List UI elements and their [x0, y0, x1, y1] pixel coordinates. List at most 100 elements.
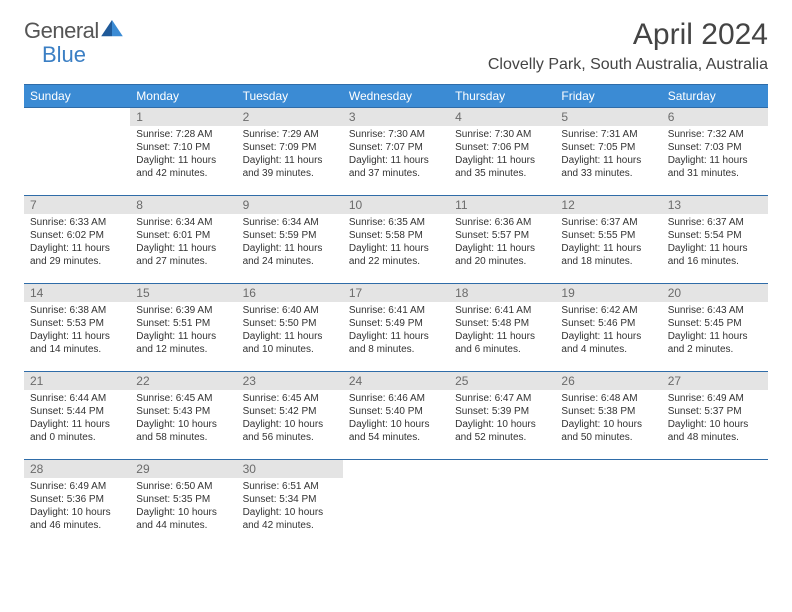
sunset-text: Sunset: 5:59 PM [243, 229, 337, 242]
day-content: Sunrise: 6:41 AMSunset: 5:48 PMDaylight:… [449, 302, 555, 360]
day-content: Sunrise: 6:41 AMSunset: 5:49 PMDaylight:… [343, 302, 449, 360]
sunrise-text: Sunrise: 7:28 AM [136, 128, 230, 141]
weekday-saturday: Saturday [662, 85, 768, 108]
sunset-text: Sunset: 5:39 PM [455, 405, 549, 418]
calendar-cell [662, 460, 768, 548]
daylight-text: Daylight: 11 hours and 33 minutes. [561, 154, 655, 180]
sunrise-text: Sunrise: 6:39 AM [136, 304, 230, 317]
calendar-cell: 16Sunrise: 6:40 AMSunset: 5:50 PMDayligh… [237, 284, 343, 372]
day-number: 16 [237, 284, 343, 302]
day-content: Sunrise: 6:40 AMSunset: 5:50 PMDaylight:… [237, 302, 343, 360]
daylight-text: Daylight: 11 hours and 6 minutes. [455, 330, 549, 356]
calendar-body: 1Sunrise: 7:28 AMSunset: 7:10 PMDaylight… [24, 108, 768, 548]
daylight-text: Daylight: 11 hours and 27 minutes. [136, 242, 230, 268]
day-content: Sunrise: 7:29 AMSunset: 7:09 PMDaylight:… [237, 126, 343, 184]
sunrise-text: Sunrise: 7:29 AM [243, 128, 337, 141]
weekday-wednesday: Wednesday [343, 85, 449, 108]
day-number: 2 [237, 108, 343, 126]
day-content: Sunrise: 7:32 AMSunset: 7:03 PMDaylight:… [662, 126, 768, 184]
calendar-cell: 22Sunrise: 6:45 AMSunset: 5:43 PMDayligh… [130, 372, 236, 460]
sunrise-text: Sunrise: 7:30 AM [455, 128, 549, 141]
day-number: 27 [662, 372, 768, 390]
daylight-text: Daylight: 10 hours and 44 minutes. [136, 506, 230, 532]
day-number: 12 [555, 196, 661, 214]
sunset-text: Sunset: 6:01 PM [136, 229, 230, 242]
daylight-text: Daylight: 11 hours and 10 minutes. [243, 330, 337, 356]
daylight-text: Daylight: 11 hours and 14 minutes. [30, 330, 124, 356]
daylight-text: Daylight: 11 hours and 8 minutes. [349, 330, 443, 356]
calendar-cell: 7Sunrise: 6:33 AMSunset: 6:02 PMDaylight… [24, 196, 130, 284]
sunrise-text: Sunrise: 6:49 AM [668, 392, 762, 405]
calendar-row: 1Sunrise: 7:28 AMSunset: 7:10 PMDaylight… [24, 108, 768, 196]
daylight-text: Daylight: 10 hours and 56 minutes. [243, 418, 337, 444]
sunrise-text: Sunrise: 6:46 AM [349, 392, 443, 405]
calendar-cell [343, 460, 449, 548]
sunrise-text: Sunrise: 6:51 AM [243, 480, 337, 493]
sunrise-text: Sunrise: 6:37 AM [561, 216, 655, 229]
daylight-text: Daylight: 11 hours and 35 minutes. [455, 154, 549, 180]
sunrise-text: Sunrise: 6:45 AM [136, 392, 230, 405]
sunset-text: Sunset: 5:49 PM [349, 317, 443, 330]
sunset-text: Sunset: 7:09 PM [243, 141, 337, 154]
day-number: 21 [24, 372, 130, 390]
sunrise-text: Sunrise: 6:41 AM [455, 304, 549, 317]
weekday-monday: Monday [130, 85, 236, 108]
sunset-text: Sunset: 5:35 PM [136, 493, 230, 506]
day-content: Sunrise: 6:39 AMSunset: 5:51 PMDaylight:… [130, 302, 236, 360]
logo: General [24, 18, 125, 44]
sunset-text: Sunset: 5:34 PM [243, 493, 337, 506]
sunrise-text: Sunrise: 6:34 AM [243, 216, 337, 229]
page-title: April 2024 [488, 18, 768, 52]
calendar-cell: 20Sunrise: 6:43 AMSunset: 5:45 PMDayligh… [662, 284, 768, 372]
calendar-cell: 1Sunrise: 7:28 AMSunset: 7:10 PMDaylight… [130, 108, 236, 196]
day-content: Sunrise: 6:50 AMSunset: 5:35 PMDaylight:… [130, 478, 236, 536]
sunset-text: Sunset: 7:05 PM [561, 141, 655, 154]
day-content: Sunrise: 6:43 AMSunset: 5:45 PMDaylight:… [662, 302, 768, 360]
day-number: 25 [449, 372, 555, 390]
day-number: 30 [237, 460, 343, 478]
calendar-row: 7Sunrise: 6:33 AMSunset: 6:02 PMDaylight… [24, 196, 768, 284]
sunrise-text: Sunrise: 6:47 AM [455, 392, 549, 405]
sunset-text: Sunset: 5:57 PM [455, 229, 549, 242]
daylight-text: Daylight: 11 hours and 31 minutes. [668, 154, 762, 180]
day-number: 13 [662, 196, 768, 214]
calendar-cell: 24Sunrise: 6:46 AMSunset: 5:40 PMDayligh… [343, 372, 449, 460]
sunset-text: Sunset: 5:37 PM [668, 405, 762, 418]
sunset-text: Sunset: 7:07 PM [349, 141, 443, 154]
weekday-header-row: Sunday Monday Tuesday Wednesday Thursday… [24, 85, 768, 108]
calendar-cell: 8 Sunrise: 6:34 AMSunset: 6:01 PMDaylight… [130, 196, 236, 284]
day-content: Sunrise: 6:47 AMSunset: 5:39 PMDaylight:… [449, 390, 555, 448]
calendar-cell: 15Sunrise: 6:39 AMSunset: 5:51 PMDayligh… [130, 284, 236, 372]
daylight-text: Daylight: 10 hours and 42 minutes. [243, 506, 337, 532]
day-number: 23 [237, 372, 343, 390]
day-content: Sunrise: 6:36 AMSunset: 5:57 PMDaylight:… [449, 214, 555, 272]
day-number: 3 [343, 108, 449, 126]
daylight-text: Daylight: 11 hours and 0 minutes. [30, 418, 124, 444]
daylight-text: Daylight: 11 hours and 4 minutes. [561, 330, 655, 356]
sunrise-text: Sunrise: 6:34 AM [136, 216, 230, 229]
sunset-text: Sunset: 5:45 PM [668, 317, 762, 330]
title-block: April 2024 Clovelly Park, South Australi… [488, 18, 768, 74]
day-content: Sunrise: 6:37 AMSunset: 5:55 PMDaylight:… [555, 214, 661, 272]
sunset-text: Sunset: 5:46 PM [561, 317, 655, 330]
daylight-text: Daylight: 10 hours and 48 minutes. [668, 418, 762, 444]
day-content: Sunrise: 7:28 AMSunset: 7:10 PMDaylight:… [130, 126, 236, 184]
calendar-cell: 5Sunrise: 7:31 AMSunset: 7:05 PMDaylight… [555, 108, 661, 196]
calendar-row: 14Sunrise: 6:38 AMSunset: 5:53 PMDayligh… [24, 284, 768, 372]
calendar-table: Sunday Monday Tuesday Wednesday Thursday… [24, 84, 768, 548]
day-content: Sunrise: 6:51 AMSunset: 5:34 PMDaylight:… [237, 478, 343, 536]
logo-triangle-icon [101, 20, 123, 43]
day-number: 26 [555, 372, 661, 390]
daylight-text: Daylight: 10 hours and 54 minutes. [349, 418, 443, 444]
day-content: Sunrise: 6:35 AMSunset: 5:58 PMDaylight:… [343, 214, 449, 272]
calendar-cell: 2Sunrise: 7:29 AMSunset: 7:09 PMDaylight… [237, 108, 343, 196]
day-number: 20 [662, 284, 768, 302]
sunrise-text: Sunrise: 7:31 AM [561, 128, 655, 141]
sunset-text: Sunset: 5:38 PM [561, 405, 655, 418]
day-number: 22 [130, 372, 236, 390]
sunset-text: Sunset: 5:42 PM [243, 405, 337, 418]
day-number: 29 [130, 460, 236, 478]
sunset-text: Sunset: 5:58 PM [349, 229, 443, 242]
day-number: 8 [130, 196, 236, 214]
calendar-cell: 26Sunrise: 6:48 AMSunset: 5:38 PMDayligh… [555, 372, 661, 460]
